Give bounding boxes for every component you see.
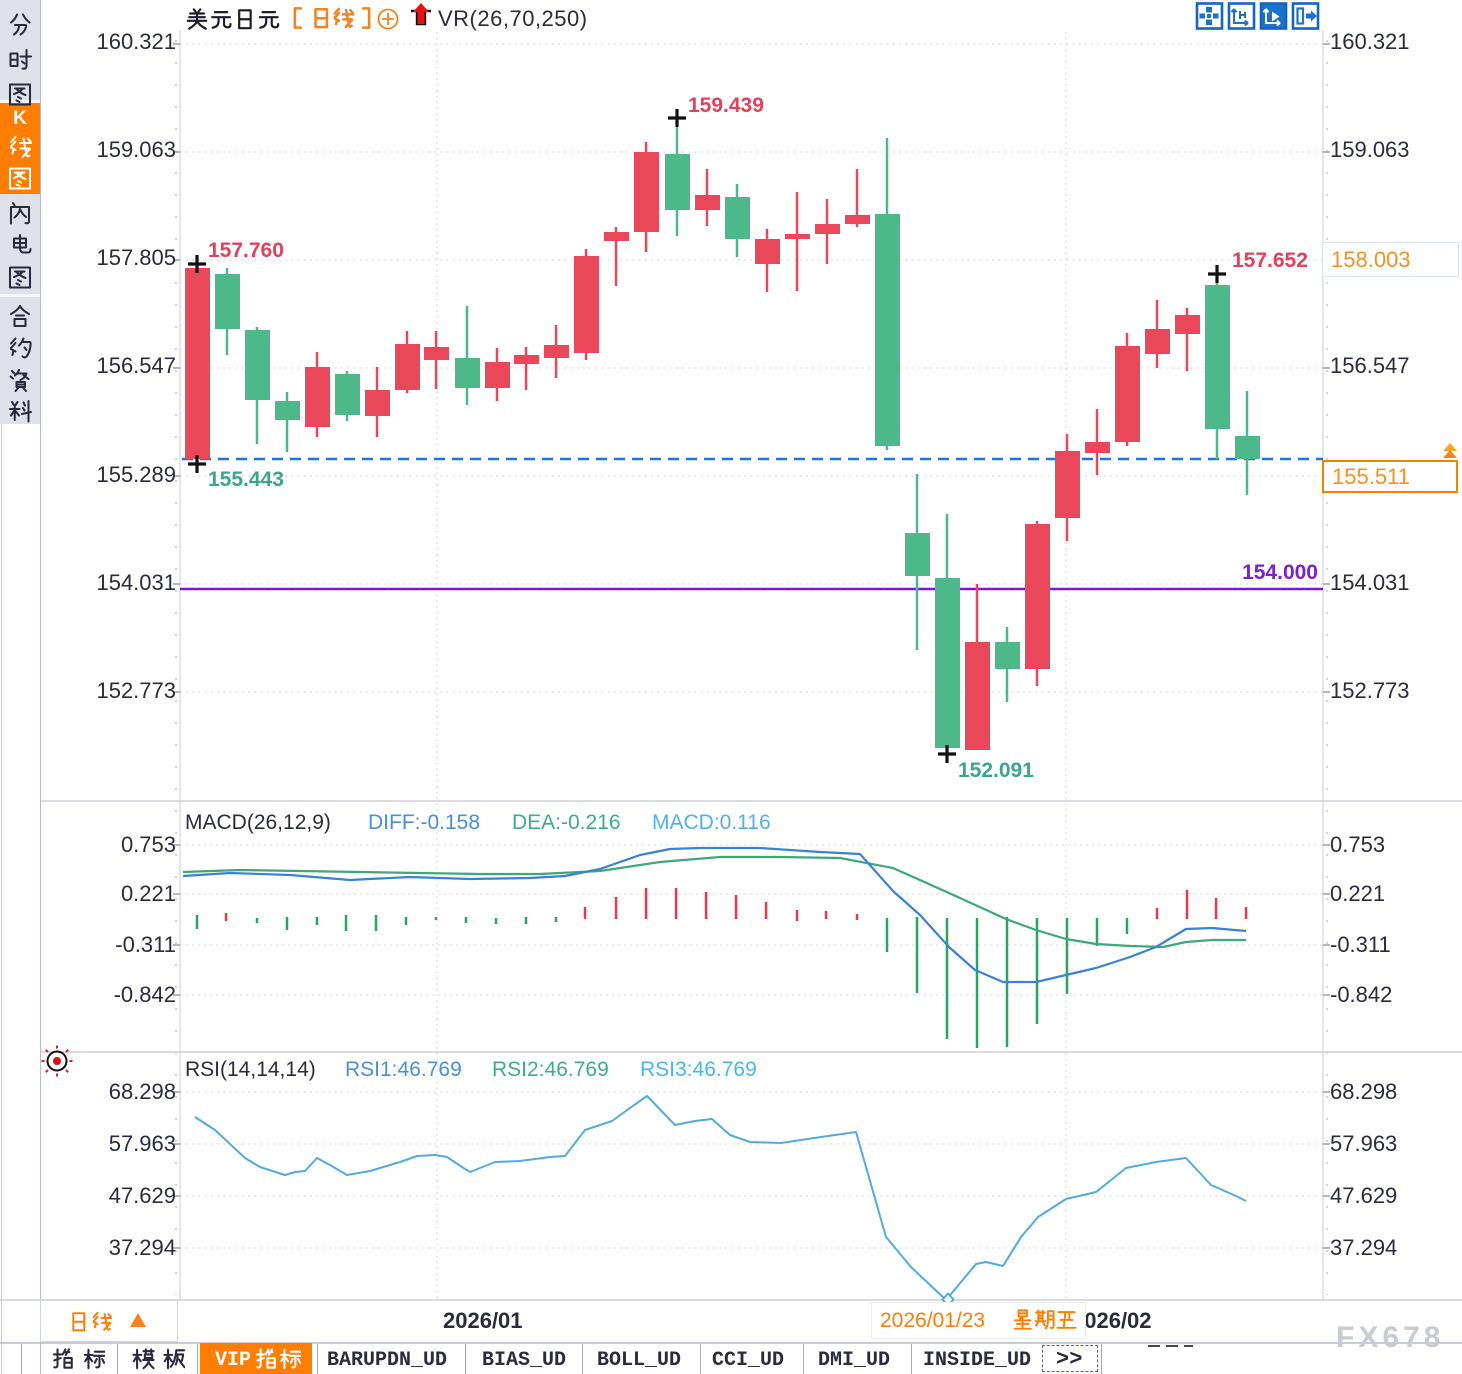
svg-text:FX678: FX678: [1336, 1321, 1444, 1354]
